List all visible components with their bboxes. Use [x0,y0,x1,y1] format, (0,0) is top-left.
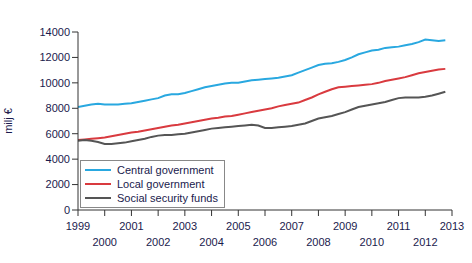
svg-text:2013: 2013 [440,220,464,232]
svg-text:12000: 12000 [39,51,70,63]
svg-text:0: 0 [64,204,70,216]
svg-text:10000: 10000 [39,77,70,89]
svg-text:2008: 2008 [306,236,330,248]
svg-text:2006: 2006 [253,236,277,248]
svg-text:2003: 2003 [173,220,197,232]
svg-text:14000: 14000 [39,26,70,38]
svg-text:2004: 2004 [199,236,223,248]
svg-text:2000: 2000 [46,178,70,190]
svg-text:2012: 2012 [413,236,437,248]
svg-text:6000: 6000 [46,128,70,140]
html-text:Social security funds: Social security funds [117,192,218,204]
html-text:Central government: Central government [117,164,214,176]
svg-text:8000: 8000 [46,102,70,114]
svg-text:2002: 2002 [146,236,170,248]
svg-text:2009: 2009 [333,220,357,232]
svg-text:2005: 2005 [226,220,250,232]
svg-text:1999: 1999 [66,220,90,232]
svg-text:2011: 2011 [387,220,411,232]
svg-text:2000: 2000 [92,236,116,248]
svg-text:2007: 2007 [279,220,303,232]
svg-text:4000: 4000 [46,153,70,165]
svg-text:2001: 2001 [119,220,143,232]
html-text:Local government: Local government [117,178,205,190]
svg-text:2010: 2010 [360,236,384,248]
svg-text:milj €: milj € [8,108,14,134]
